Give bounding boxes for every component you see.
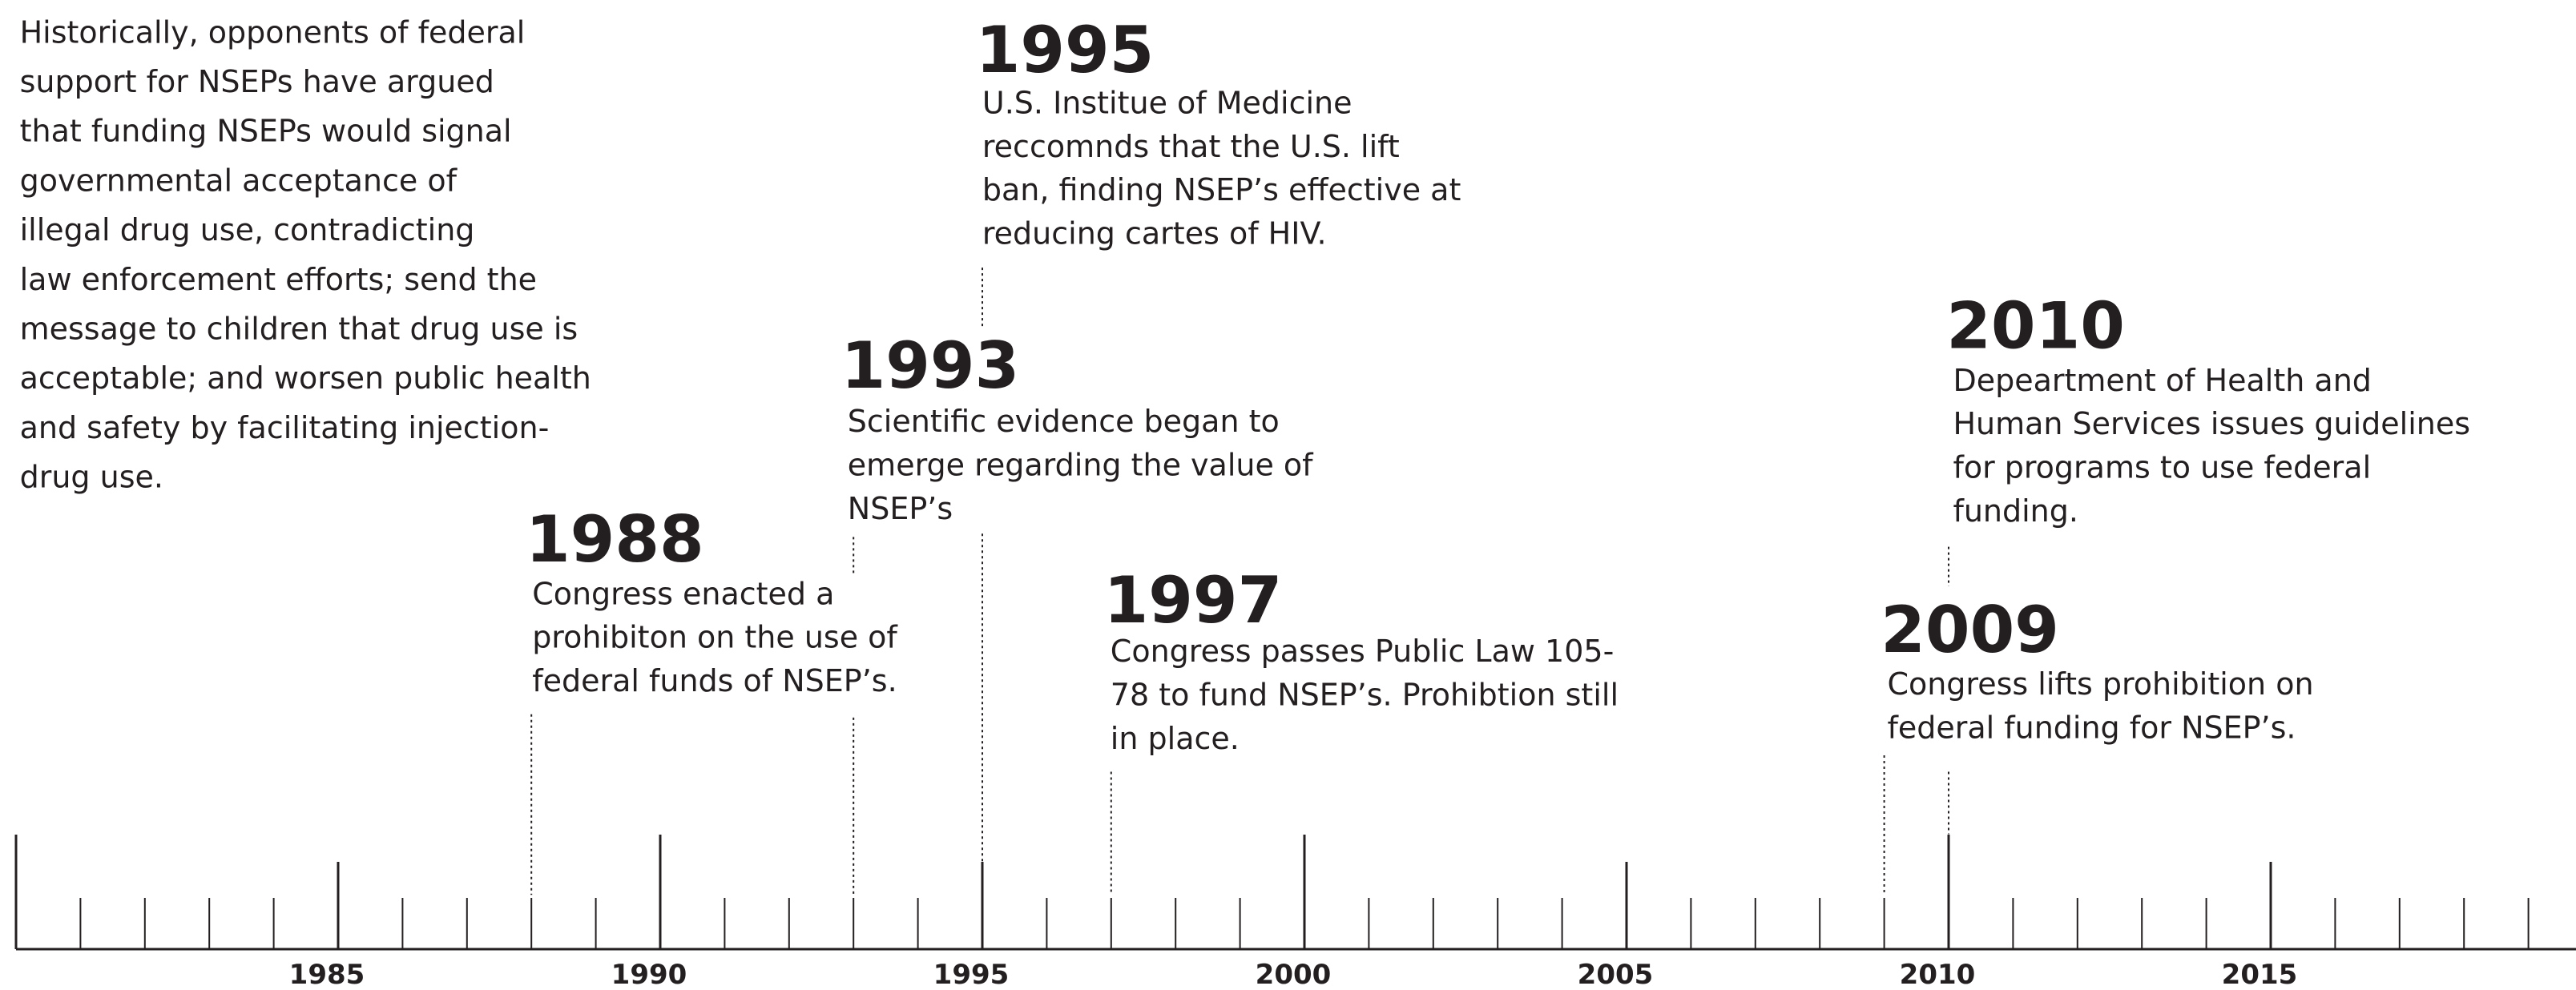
event-text: funding.: [1953, 493, 2078, 529]
event-text: federal funds of NSEP’s.: [532, 663, 897, 698]
x-tick-label: 2005: [1578, 959, 1654, 990]
x-tick-label: 2000: [1256, 959, 1332, 990]
event-text: ban, finding NSEP’s effective at: [982, 172, 1461, 207]
event-year: 1988: [526, 502, 704, 577]
x-tick-label: 1990: [611, 959, 687, 990]
event-text: reducing cartes of HIV.: [982, 215, 1327, 251]
event-text: Congress lifts prohibition on: [1887, 666, 2313, 702]
intro-line: message to children that drug use is: [20, 312, 578, 347]
event-text: 78 to fund NSEP’s. Prohibtion still: [1111, 677, 1619, 712]
intro-line: support for NSEPs have argued: [20, 64, 494, 99]
event-text: NSEP’s: [848, 491, 953, 526]
event-text: federal funding for NSEP’s.: [1887, 710, 2296, 745]
event-text: reccomnds that the U.S. lift: [982, 129, 1400, 164]
event-text: Human Services issues guidelines: [1953, 406, 2470, 441]
event-text: for programs to use federal: [1953, 450, 2371, 485]
intro-line: Historically, opponents of federal: [20, 14, 526, 50]
x-tick-label: 2015: [2222, 959, 2298, 990]
intro-line: that funding NSEPs would signal: [20, 114, 512, 149]
intro-line: law enforcement efforts; send the: [20, 262, 537, 297]
event-text: U.S. Institue of Medicine: [982, 85, 1353, 120]
x-tick-label: 1985: [289, 959, 365, 990]
event-year: 2009: [1881, 593, 2059, 667]
intro-line: drug use.: [20, 460, 163, 495]
intro-line: governmental acceptance of: [20, 163, 458, 198]
intro-line: illegal drug use, contradicting: [20, 212, 475, 248]
event-text: Congress enacted a: [532, 576, 834, 611]
event-text: Congress passes Public Law 105-: [1111, 634, 1614, 669]
x-tick-label: 1995: [933, 959, 1010, 990]
event-year: 2010: [1946, 289, 2125, 364]
event-text: prohibiton on the use of: [532, 620, 898, 655]
event-text: in place.: [1111, 721, 1240, 756]
event-year: 1993: [841, 328, 1020, 403]
event-year: 1995: [976, 13, 1155, 87]
intro-line: and safety by facilitating injection-: [20, 410, 550, 445]
event-text: emerge regarding the value of: [848, 447, 1314, 482]
x-tick-label: 2010: [1900, 959, 1976, 990]
event-year: 1997: [1104, 563, 1283, 638]
event-text: Scientific evidence began to: [848, 404, 1280, 439]
event-text: Depeartment of Health and: [1953, 363, 2371, 398]
intro-line: acceptable; and worsen public health: [20, 360, 591, 396]
